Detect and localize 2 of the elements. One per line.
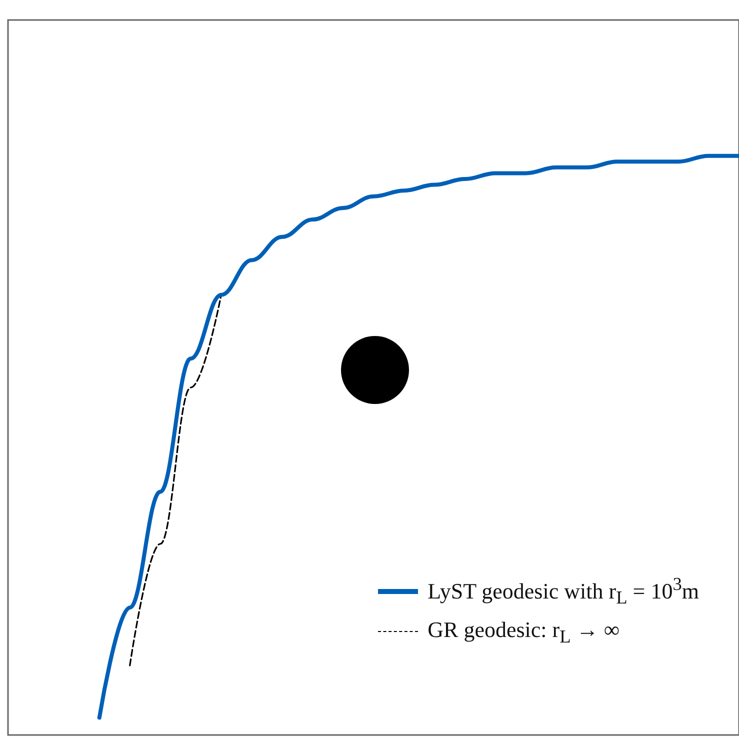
legend-label: GR geodesic: r$_{L}$ → ∞ [428, 616, 620, 647]
legend-label: LyST geodesic with r$_{L}$ = 10$^{3}$m [428, 574, 699, 609]
